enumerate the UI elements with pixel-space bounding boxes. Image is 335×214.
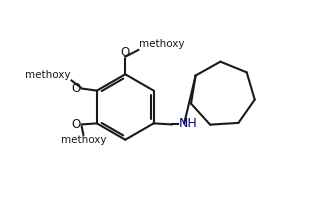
Text: methoxy: methoxy (61, 135, 106, 145)
Text: methoxy: methoxy (139, 39, 185, 49)
Text: O: O (72, 82, 81, 95)
Text: O: O (72, 118, 81, 131)
Text: methoxy: methoxy (25, 70, 71, 80)
Text: NH: NH (179, 117, 198, 130)
Text: O: O (121, 46, 130, 59)
